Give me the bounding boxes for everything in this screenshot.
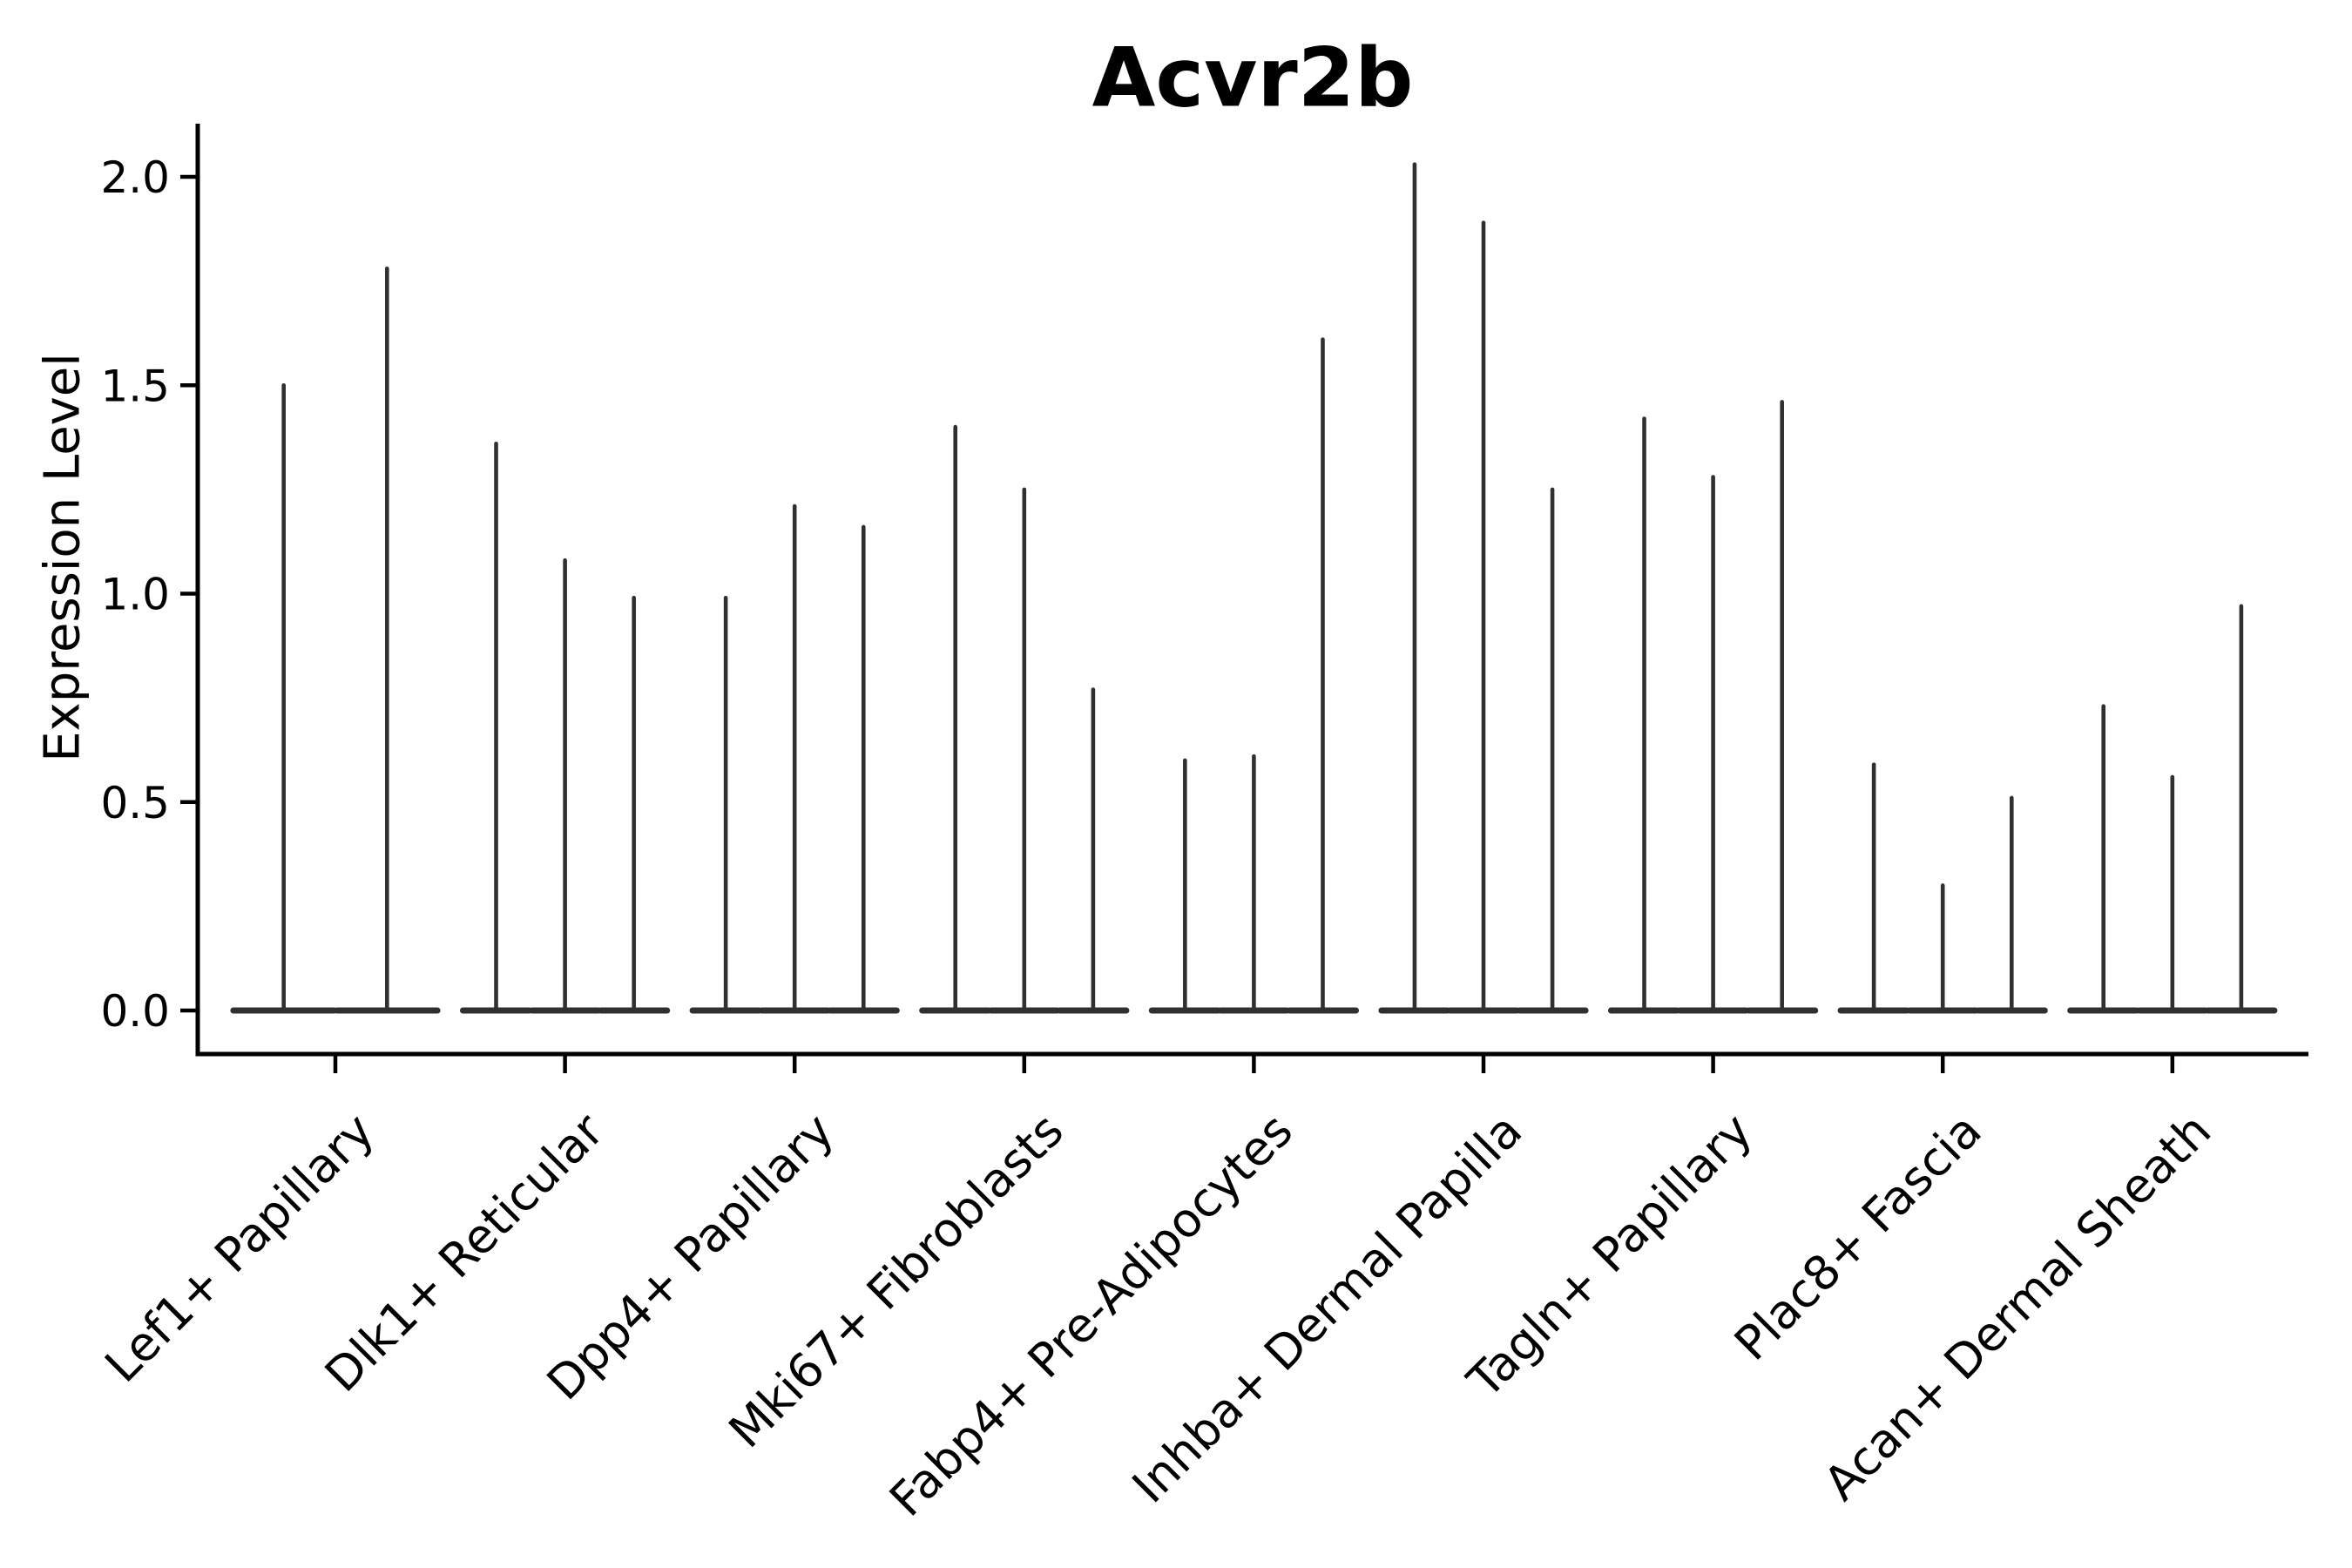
y-tick-label: 2.0 [100, 152, 170, 203]
y-tick-label: 1.5 [100, 361, 170, 411]
y-tick-label: 1.0 [100, 570, 170, 620]
y-tick-label: 0.5 [100, 778, 170, 828]
violin-group-4 [919, 424, 1130, 1014]
axes: 0.0 0.5 1.0 1.5 2.0 [100, 124, 2308, 1073]
violin-group-8 [1837, 762, 2048, 1014]
violin-group-1 [230, 266, 441, 1014]
violin-group-3 [689, 504, 900, 1014]
violin-group-2 [459, 441, 671, 1014]
violin-group-5 [1148, 337, 1360, 1014]
violins [230, 162, 2278, 1014]
violin-group-6 [1378, 162, 1589, 1014]
y-tick-label: 0.0 [100, 986, 170, 1037]
violin-group-7 [1607, 400, 1819, 1014]
violin-group-9 [2067, 604, 2278, 1014]
plot-title: Acvr2b [1092, 30, 1414, 126]
